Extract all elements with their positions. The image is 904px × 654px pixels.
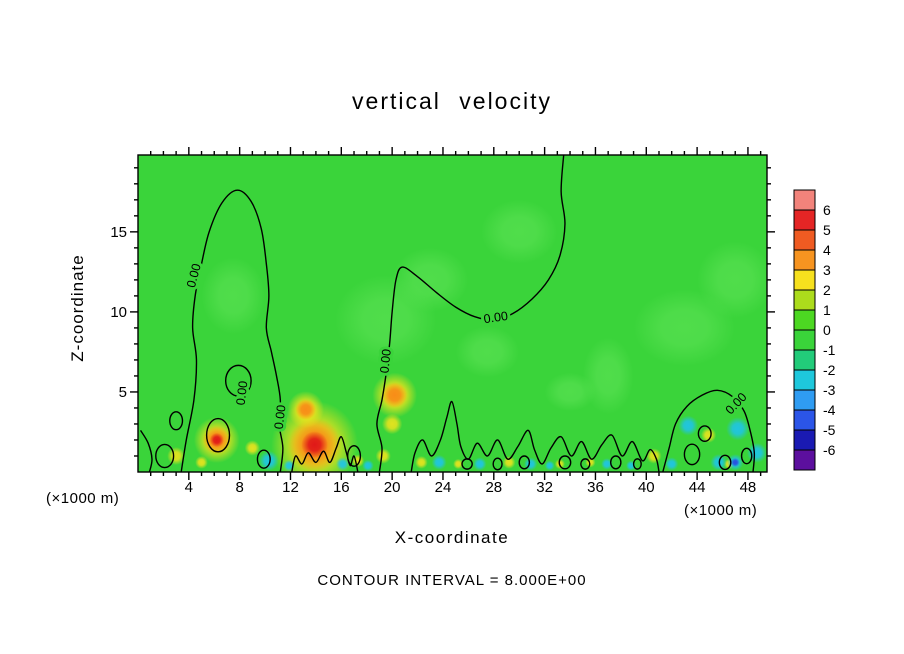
colorbar-tick-label: -1 (823, 342, 836, 358)
colorbar-segment (793, 329, 816, 351)
contour-label: 0.00 (483, 309, 509, 326)
colorbar-segment (793, 429, 816, 451)
x-tick-label: 24 (435, 479, 452, 496)
colorbar-segment (793, 409, 816, 431)
x-tick-label: 8 (235, 479, 243, 496)
x-axis-title: X-coordinate (394, 528, 510, 547)
colorbar-segment (793, 269, 816, 291)
colorbar-segment (793, 229, 816, 251)
x-tick-label: 40 (638, 479, 655, 496)
colorbar-segment (793, 289, 816, 311)
y-tick-label: 15 (110, 224, 127, 241)
chart-title: vertical velocity (352, 88, 552, 114)
field (138, 155, 767, 472)
x-tick-label: 28 (485, 479, 502, 496)
colorbar-tick-label: -6 (823, 442, 836, 458)
colorbar-segment (793, 209, 816, 231)
colorbar-tick-label: -5 (823, 422, 836, 438)
colorbar-tick-label: 5 (823, 222, 831, 238)
contour-label: 0.00 (377, 348, 393, 374)
colorbar-tick-label: 6 (823, 202, 831, 218)
x-tick-label: 36 (587, 479, 604, 496)
colorbar-tick-label: -2 (823, 362, 836, 378)
x-tick-label: 44 (689, 479, 706, 496)
colorbar-segment (793, 189, 816, 211)
contour-label: 0.00 (272, 404, 289, 430)
x-tick-label: 16 (333, 479, 350, 496)
x-tick-label: 4 (185, 479, 193, 496)
contour-label: 0.00 (234, 380, 251, 406)
x-tick-label: 32 (536, 479, 553, 496)
colorbar-segment (793, 309, 816, 331)
y-tick-label: 10 (110, 304, 127, 321)
colorbar-segment (793, 249, 816, 271)
colorbar: 6 5 4 3 2 1 0 -1 -2 -3 -4 -5 -6 (793, 189, 836, 471)
y-tick-label: 5 (119, 384, 127, 401)
x-tick-label: 20 (384, 479, 401, 496)
colorbar-segment (793, 369, 816, 391)
x-tick-label: 12 (282, 479, 299, 496)
colorbar-tick-label: 0 (823, 322, 831, 338)
colorbar-tick-label: 2 (823, 282, 831, 298)
contour-interval-note: CONTOUR INTERVAL = 8.000E+00 (317, 572, 587, 589)
colorbar-tick-label: 1 (823, 302, 831, 318)
x-units-label-right: (×1000 m) (684, 502, 758, 519)
axes-frame (130, 147, 775, 480)
zero-contours (139, 155, 756, 472)
x-tick-label: 48 (740, 479, 757, 496)
colorbar-tick-label: -4 (823, 402, 836, 418)
colorbar-segment (793, 449, 816, 471)
colorbar-segment (793, 349, 816, 371)
colorbar-tick-label: 4 (823, 242, 831, 258)
colorbar-tick-label: -3 (823, 382, 836, 398)
colorbar-tick-label: 3 (823, 262, 831, 278)
x-units-label-left: (×1000 m) (46, 490, 120, 507)
colorbar-segment (793, 389, 816, 411)
